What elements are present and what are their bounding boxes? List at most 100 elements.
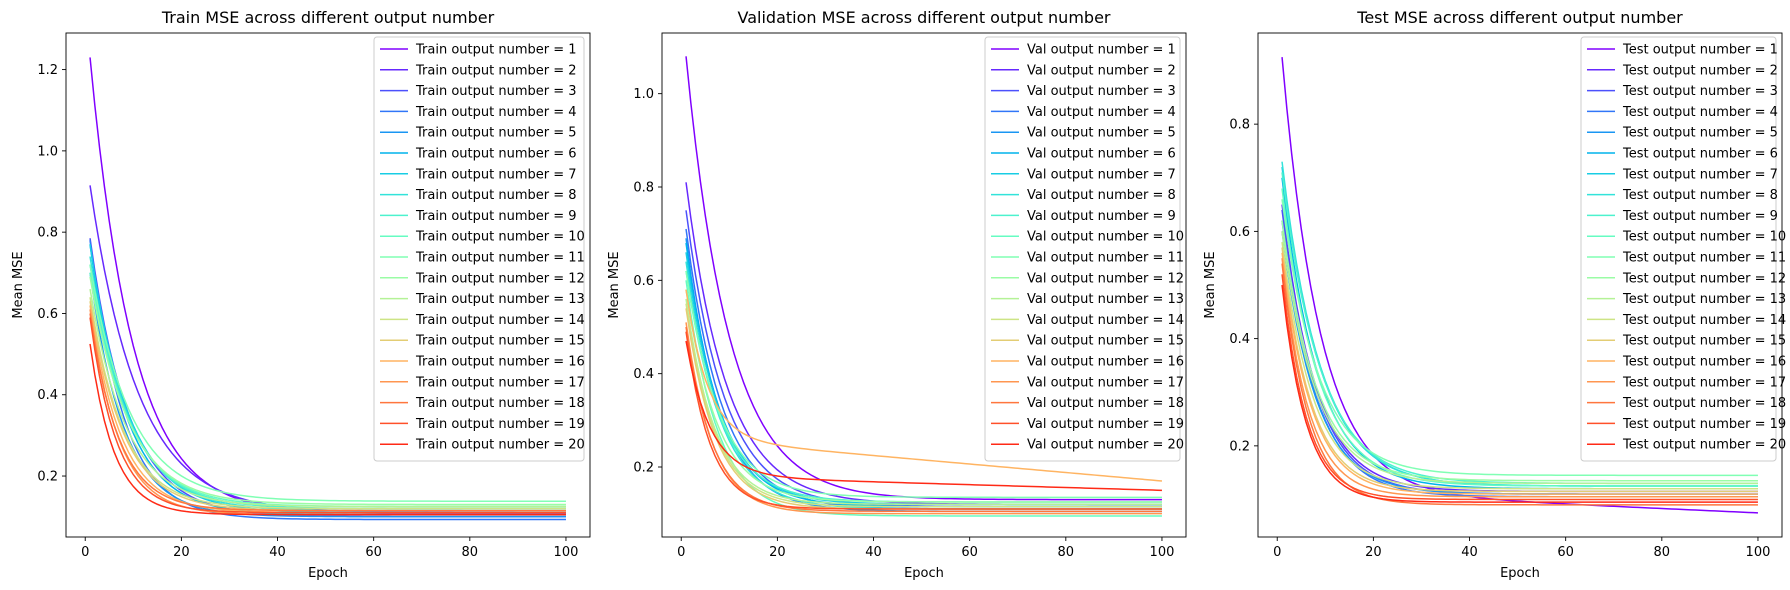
x-tick-label: 80 <box>1654 545 1671 560</box>
series-line-17 <box>685 322 1162 515</box>
axes-frame <box>1257 32 1783 538</box>
y-tick-label: 1.0 <box>37 144 58 159</box>
series-line-5 <box>89 272 566 518</box>
series-line-19 <box>685 331 1162 510</box>
legend-entry: Val output number = 18 <box>1027 396 1184 411</box>
series-line-20 <box>1281 284 1758 503</box>
x-tick-label: 0 <box>81 545 89 560</box>
x-tick-label: 60 <box>1557 545 1574 560</box>
chart-panel-2: 0 20 40 60 80 100 0.2 0.4 0.6 0.8 1.0 Validation MS… <box>607 8 1187 581</box>
x-tick-label: 60 <box>961 545 978 560</box>
x-tick-label: 80 <box>462 545 479 560</box>
legend-entry: Val output number = 19 <box>1027 417 1184 432</box>
legend-entry: Val output number = 17 <box>1027 375 1184 390</box>
y-tick-label: 0.8 <box>633 181 654 196</box>
legend-entry: Val output number = 20 <box>1027 438 1184 453</box>
x-axis-label: Epoch <box>308 566 348 581</box>
series-line-18 <box>1281 263 1758 506</box>
legend-entry: Test output number = 2 <box>1622 63 1778 78</box>
series-line-18 <box>89 313 566 512</box>
series-line-13 <box>89 288 566 508</box>
series-line-20 <box>89 343 566 516</box>
legend-entry: Train output number = 9 <box>415 209 577 224</box>
legend-entry: Val output number = 11 <box>1027 251 1184 266</box>
series-line-15 <box>1281 247 1758 493</box>
series-lines <box>685 56 1163 517</box>
chart-panel-3: 0 20 40 60 80 100 0.2 0.4 0.6 0.8 Test MSE across … <box>1203 8 1786 581</box>
legend-entry: Val output number = 14 <box>1027 313 1184 328</box>
legend-entry: Test output number = 13 <box>1622 292 1786 307</box>
legend-entry: Train output number = 14 <box>415 313 585 328</box>
y-tick-label: 0.4 <box>633 367 654 382</box>
y-tick-label: 0.4 <box>1229 332 1250 347</box>
legend-entry: Test output number = 7 <box>1622 167 1778 182</box>
series-line-13 <box>1281 231 1758 485</box>
legend-entry: Val output number = 13 <box>1027 292 1184 307</box>
legend-entry: Test output number = 16 <box>1622 355 1786 370</box>
chart-panel-1: 0 20 40 60 80 100 0.2 0.4 0.6 0.8 1.0 1.2 Train MSE … <box>11 8 591 581</box>
y-tick-label: 0.2 <box>633 461 654 476</box>
series-line-10 <box>1281 188 1758 487</box>
legend-entry: Train output number = 20 <box>415 438 585 453</box>
x-tick-label: 80 <box>1058 545 1075 560</box>
legend-entry: Test output number = 6 <box>1622 147 1778 162</box>
y-tick-label: 0.2 <box>37 470 58 485</box>
chart-title: Validation MSE across different output n… <box>738 8 1111 27</box>
legend-entry: Val output number = 3 <box>1027 84 1176 99</box>
legend: Val output number = 1 Val output number =… <box>984 36 1184 462</box>
legend-box <box>373 36 585 462</box>
legend-entry: Val output number = 8 <box>1027 188 1176 203</box>
legend-box <box>984 36 1181 462</box>
x-tick-label: 60 <box>365 545 382 560</box>
legend: Train output number = 1 Train output numb… <box>373 36 585 462</box>
legend: Test output number = 1 Test output number… <box>1580 36 1786 462</box>
y-axis-label: Mean MSE <box>11 251 26 318</box>
axes-frame <box>661 32 1187 538</box>
series-line-19 <box>89 317 566 514</box>
x-tick-label: 100 <box>1150 545 1175 560</box>
x-tick-label: 40 <box>269 545 286 560</box>
chart-title: Train MSE across different output number <box>161 8 495 27</box>
y-axis-label: Mean MSE <box>1203 251 1218 318</box>
y-tick-label: 0.8 <box>1229 118 1250 133</box>
x-tick-label: 40 <box>865 545 882 560</box>
legend-entry: Val output number = 15 <box>1027 334 1184 349</box>
legend-entry: Train output number = 4 <box>415 105 577 120</box>
y-tick-label: 0.6 <box>633 274 654 289</box>
y-tick-label: 0.4 <box>37 388 58 403</box>
y-tick-label: 0.6 <box>37 307 58 322</box>
series-line-16 <box>1281 252 1758 495</box>
legend-entry: Test output number = 15 <box>1622 334 1786 349</box>
legend-entry: Train output number = 6 <box>415 147 577 162</box>
legend-entry: Val output number = 2 <box>1027 63 1176 78</box>
legend-entry: Test output number = 18 <box>1622 396 1786 411</box>
y-tick-label: 1.2 <box>37 63 58 78</box>
series-lines <box>89 57 566 521</box>
legend-entry: Train output number = 17 <box>415 375 585 390</box>
legend-entry: Train output number = 11 <box>415 251 585 266</box>
legend-entry: Train output number = 10 <box>415 230 585 245</box>
legend-entry: Test output number = 11 <box>1622 251 1786 266</box>
y-tick-label: 0.2 <box>1229 439 1250 454</box>
legend-entry: Train output number = 15 <box>415 334 585 349</box>
chart-title: Test MSE across different output number <box>1356 8 1683 27</box>
x-tick-label: 100 <box>554 545 579 560</box>
x-axis-label: Epoch <box>904 566 944 581</box>
series-line-10 <box>685 280 1162 517</box>
series-lines <box>1281 57 1758 514</box>
series-line-11 <box>1281 199 1758 477</box>
legend-entry: Test output number = 9 <box>1622 209 1778 224</box>
y-tick-label: 0.6 <box>1229 225 1250 240</box>
series-line-12 <box>89 276 566 506</box>
legend-entry: Test output number = 4 <box>1622 105 1778 120</box>
legend-entry: Test output number = 20 <box>1622 438 1786 453</box>
legend-box <box>1580 36 1777 462</box>
series-line-1 <box>1281 57 1758 514</box>
series-line-12 <box>1281 220 1758 482</box>
axes-frame <box>65 32 591 538</box>
legend-entry: Val output number = 9 <box>1027 209 1176 224</box>
legend-entry: Test output number = 14 <box>1622 313 1786 328</box>
legend-entry: Val output number = 12 <box>1027 271 1184 286</box>
series-line-14 <box>685 303 1162 508</box>
